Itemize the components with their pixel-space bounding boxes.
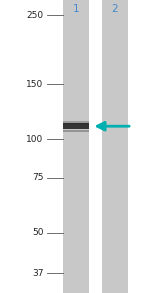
Text: 1: 1 (72, 4, 79, 13)
Text: 150: 150 (26, 80, 44, 89)
Text: 2: 2 (111, 4, 118, 13)
Text: 37: 37 (32, 269, 44, 278)
Bar (63, 0, 88, 293)
Text: 75: 75 (32, 173, 44, 183)
Bar (63, 130, 88, 132)
Text: 100: 100 (26, 134, 44, 144)
Bar (63, 123, 88, 130)
Bar (102, 0, 128, 293)
Bar (63, 121, 88, 124)
Text: 250: 250 (26, 11, 44, 20)
Text: 50: 50 (32, 228, 44, 237)
